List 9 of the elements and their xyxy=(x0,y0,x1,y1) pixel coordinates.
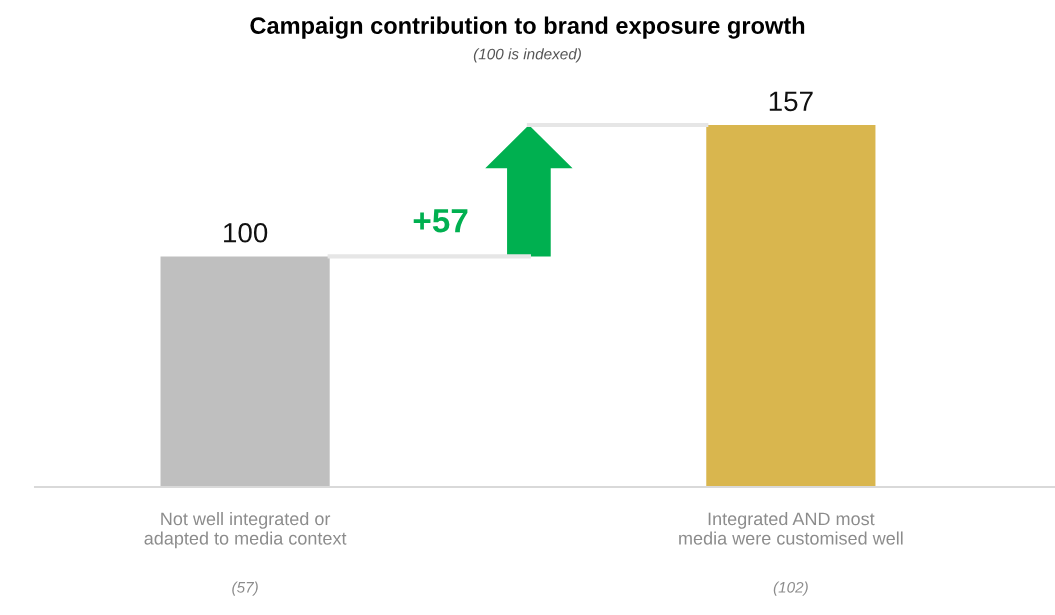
chart-subtitle: (100 is indexed) xyxy=(473,48,581,63)
data-label: 157 xyxy=(769,91,813,112)
x-tick-label: Not well integrated or adapted to media context xyxy=(144,512,347,549)
text: (102) xyxy=(773,581,808,596)
x-tick-label: Integrated AND most media were customised well xyxy=(679,512,903,545)
annotation: +57 xyxy=(413,209,468,233)
chart-title: Campaign contribution to brand exposure growth xyxy=(250,16,805,39)
text: (57) xyxy=(232,581,258,596)
data-label: 100 xyxy=(224,222,268,243)
